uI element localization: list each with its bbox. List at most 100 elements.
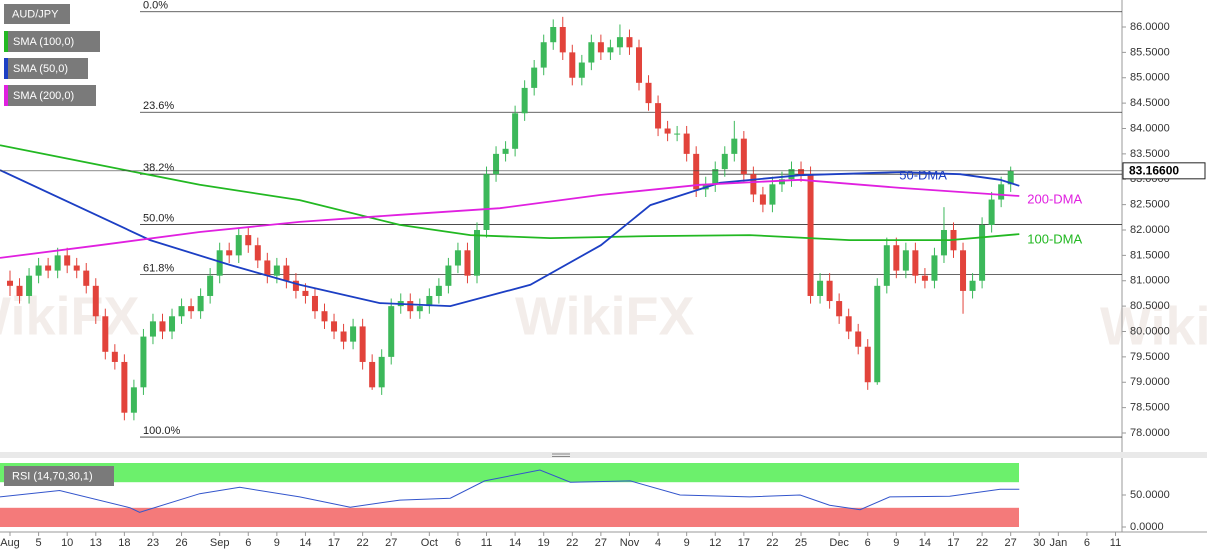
pane-divider (0, 452, 1207, 458)
x-tick-label: 22 (976, 537, 988, 549)
candle-body (226, 250, 233, 256)
candle-body (531, 67, 538, 88)
candle-body (912, 250, 919, 276)
y-tick-label: 78.5000 (1130, 402, 1170, 414)
candle-body (254, 245, 261, 261)
candle-body (264, 260, 271, 276)
candle-body (778, 179, 785, 185)
candle-body (416, 306, 423, 312)
candle-body (559, 26, 566, 53)
x-tick-label: Jan (1049, 537, 1067, 549)
candle-body (378, 356, 385, 388)
candle-body (569, 52, 576, 78)
x-tick-label: 14 (299, 537, 311, 549)
candle-body (731, 138, 738, 154)
x-tick-label: Dec (829, 537, 849, 549)
candle-body (454, 250, 461, 266)
x-tick-label: 23 (147, 537, 159, 549)
candle-body (45, 265, 52, 271)
x-tick-label: 19 (538, 537, 550, 549)
candle-body (216, 250, 223, 276)
y-tick-label: 81.0000 (1130, 275, 1170, 287)
candle-body (769, 184, 776, 205)
candle-body (521, 87, 528, 114)
candle-body (350, 326, 357, 342)
candle-body (169, 316, 176, 332)
candle-body (26, 275, 33, 296)
last-price-label: 83.16600 (1129, 163, 1179, 177)
candle-body (807, 174, 814, 296)
candle-body (845, 316, 852, 332)
x-tick-label: 30 (1033, 537, 1045, 549)
x-tick-label: Nov (620, 537, 640, 549)
candle-body (979, 224, 986, 281)
rsi-label: RSI (14,70,30,1) (12, 470, 93, 482)
x-tick-label: 9 (274, 537, 280, 549)
candle-body (616, 37, 623, 48)
candle-body (331, 321, 338, 332)
candle-body (121, 361, 128, 413)
legend-swatch (4, 31, 8, 52)
legend-swatch (4, 58, 8, 79)
candle-body (540, 42, 547, 68)
candle-body (197, 295, 204, 312)
watermark: WikiFX (0, 286, 140, 346)
watermark: WikiFX (515, 286, 695, 346)
x-tick-label: 27 (595, 537, 607, 549)
fib-label: 50.0% (143, 212, 174, 224)
y-tick-label: 0.0000 (1130, 521, 1164, 533)
x-tick-label: 18 (118, 537, 130, 549)
candle-body (35, 265, 42, 276)
candle-body (855, 331, 862, 347)
candle-body (826, 280, 833, 302)
candle-body (836, 301, 843, 317)
y-tick-label: 85.0000 (1130, 72, 1170, 84)
legend-label: SMA (50,0) (13, 63, 68, 75)
y-tick-label: 85.5000 (1130, 46, 1170, 58)
candle-body (1007, 170, 1014, 185)
candle-body (597, 42, 604, 53)
fib-label: 0.0% (143, 0, 168, 12)
candle-body (73, 265, 80, 271)
x-tick-label: 26 (175, 537, 187, 549)
legend-box (4, 4, 70, 24)
candle-body (283, 265, 290, 281)
candle-body (273, 265, 280, 276)
x-tick-label: Oct (421, 537, 438, 549)
candle-body (921, 275, 928, 281)
legend-label: SMA (200,0) (13, 90, 74, 102)
candle-body (864, 346, 871, 383)
x-tick-label: Aug (0, 537, 20, 549)
candle-body (388, 306, 395, 357)
rsi-band (0, 507, 1019, 527)
candle-body (874, 285, 881, 383)
candle-body (998, 184, 1005, 200)
legend-box (4, 85, 96, 106)
candle-body (359, 326, 366, 362)
y-tick-label: 84.0000 (1130, 122, 1170, 134)
candle-body (292, 280, 299, 291)
y-tick-label: 79.0000 (1130, 376, 1170, 388)
y-tick-label: 50.0000 (1130, 489, 1170, 501)
candle-body (550, 26, 557, 43)
candle-body (883, 245, 890, 286)
candle-body (788, 169, 795, 180)
x-tick-label: 22 (357, 537, 369, 549)
watermark: WikiFX (1100, 296, 1207, 356)
legend-box (4, 58, 88, 79)
candle-body (960, 250, 967, 291)
rsi-line (0, 469, 1020, 513)
candle-body (83, 270, 90, 286)
x-tick-label: 4 (655, 537, 661, 549)
candle-body (435, 285, 442, 296)
fib-label: 38.2% (143, 162, 174, 174)
x-tick-label: 25 (795, 537, 807, 549)
x-tick-label: 6 (1084, 537, 1090, 549)
candle-body (502, 148, 509, 154)
candle-body (340, 331, 347, 342)
candle-body (969, 280, 976, 291)
candle-body (588, 42, 595, 63)
candle-body (607, 47, 614, 53)
rsi-label-box (4, 466, 114, 486)
